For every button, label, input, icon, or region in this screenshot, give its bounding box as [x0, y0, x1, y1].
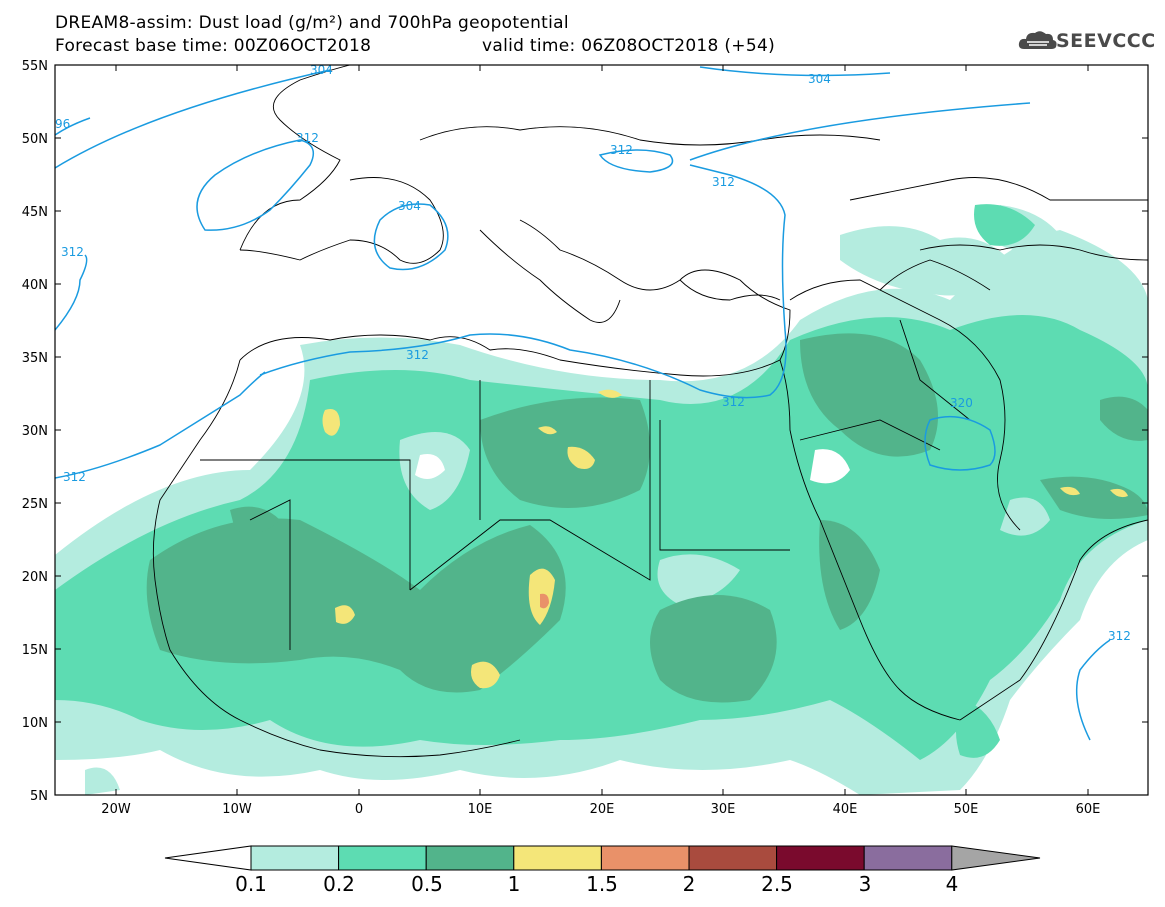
colorbar-label: 1 [507, 872, 521, 896]
contour-labels: 304 304 96 312 304 312 312 312 312 312 3… [55, 63, 1131, 643]
colorbar-swatch [513, 845, 602, 871]
lat-label: 45N [22, 205, 48, 220]
colorbar-swatch [425, 845, 515, 871]
latitude-axis: 55N 50N 45N 40N 35N 30N 25N 20N 15N 10N … [22, 59, 1148, 804]
colorbar-swatch [776, 845, 865, 871]
colorbar-swatch [688, 845, 778, 871]
contour-label: 320 [950, 396, 973, 410]
contour-label: 312 [296, 131, 319, 145]
valid-time: valid time: 06Z08OCT2018 (+54) [482, 36, 776, 56]
lat-label: 10N [22, 716, 48, 731]
lon-label: 50E [954, 802, 979, 817]
colorbar-label: 2.5 [761, 872, 793, 896]
lat-label: 25N [22, 497, 48, 512]
lon-label: 60E [1076, 802, 1101, 817]
logo-text: SEEVCCC [1056, 30, 1156, 52]
lat-label: 35N [22, 351, 48, 366]
forecast-base-time: Forecast base time: 00Z06OCT2018 [55, 36, 372, 56]
lat-label: 30N [22, 424, 48, 439]
lon-label: 20E [590, 802, 615, 817]
lon-label: 30E [711, 802, 736, 817]
lat-label: 15N [22, 643, 48, 658]
colorbar-over-triangle [951, 845, 1041, 871]
cloud-logo-icon [1018, 31, 1057, 49]
lon-label: 10W [222, 802, 252, 817]
lon-label: 0 [355, 802, 363, 817]
contour-label: 312 [61, 245, 84, 259]
contour-label: 312 [610, 143, 633, 157]
colorbar-label: 0.5 [411, 872, 443, 896]
map-title: DREAM8-assim: Dust load (g/m²) and 700hP… [55, 13, 569, 33]
lat-label: 50N [22, 132, 48, 147]
contour-label: 312 [63, 470, 86, 484]
colorbar-swatch [863, 845, 953, 871]
contour-label: 312 [406, 348, 429, 362]
colorbar-label: 3 [858, 872, 872, 896]
lon-label: 10E [468, 802, 493, 817]
contour-label: 304 [398, 199, 421, 213]
colorbar-under-triangle [164, 845, 252, 871]
contour-label: 304 [310, 63, 333, 77]
colorbar-label: 0.1 [235, 872, 267, 896]
lat-label: 55N [22, 59, 48, 74]
lon-label: 20W [101, 802, 131, 817]
lat-label: 20N [22, 570, 48, 585]
colorbar [164, 845, 1041, 871]
colorbar-label: 2 [682, 872, 696, 896]
lat-label: 5N [30, 789, 48, 804]
colorbar-label: 1.5 [586, 872, 618, 896]
colorbar-swatch [600, 845, 690, 871]
colorbar-swatch [250, 845, 340, 871]
colorbar-label: 4 [945, 872, 959, 896]
contour-label: 312 [722, 395, 745, 409]
coastlines-and-borders [152, 65, 1148, 758]
colorbar-swatch [338, 845, 427, 871]
longitude-axis: 20W 10W 0 10E 20E 30E 40E 50E 60E [101, 65, 1100, 817]
colorbar-label: 0.2 [323, 872, 355, 896]
lat-label: 40N [22, 278, 48, 293]
lon-label: 40E [833, 802, 858, 817]
contour-label: 312 [712, 175, 735, 189]
contour-label: 96 [55, 117, 70, 131]
contour-label: 304 [808, 72, 831, 86]
contour-label: 312 [1108, 629, 1131, 643]
geopotential-contours [55, 66, 1111, 741]
